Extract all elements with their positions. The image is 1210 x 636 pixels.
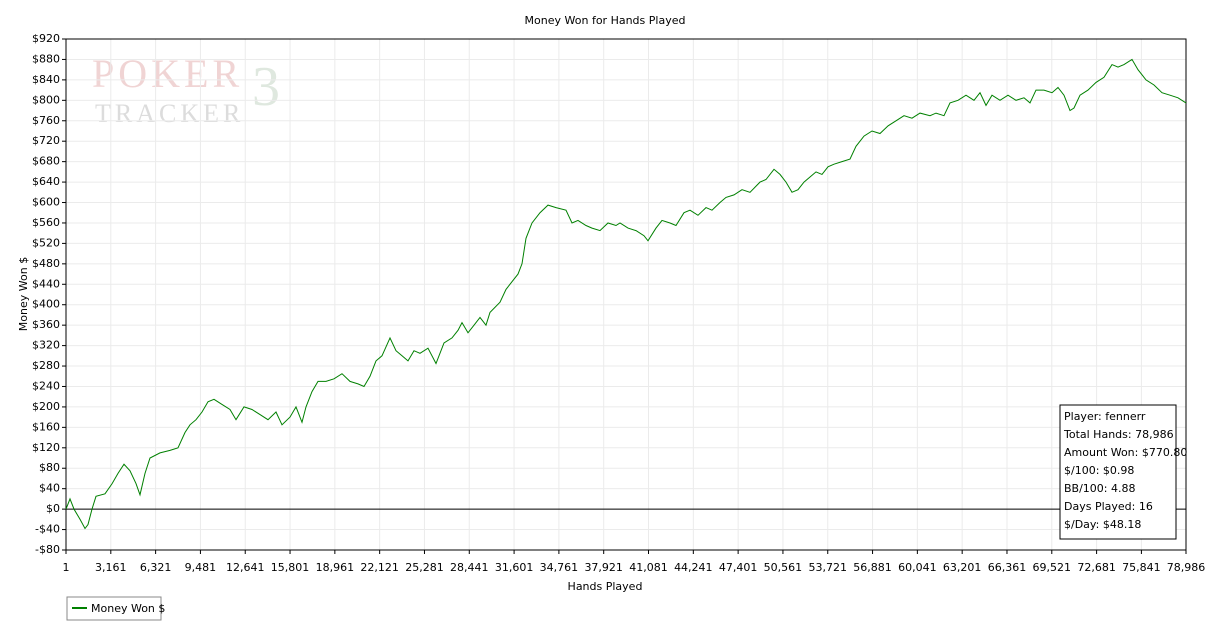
x-tick-label: 12,641 <box>226 561 265 574</box>
stats-box <box>1059 404 1177 540</box>
y-tick-label: $240 <box>32 379 60 392</box>
x-tick-label: 15,801 <box>271 561 310 574</box>
x-tick-label: 37,921 <box>584 561 623 574</box>
y-tick-label: $920 <box>32 32 60 45</box>
y-tick-label: $200 <box>32 400 60 413</box>
x-tick-label: 72,681 <box>1077 561 1116 574</box>
x-tick-label: 18,961 <box>316 561 355 574</box>
y-tick-label: $600 <box>32 196 60 209</box>
y-tick-label: $400 <box>32 298 60 311</box>
stats-text: Player: fennerr <box>1064 410 1146 423</box>
y-tick-label: $80 <box>39 461 60 474</box>
y-tick-label: $800 <box>32 93 60 106</box>
x-tick-label: 25,281 <box>405 561 444 574</box>
x-tick-label: 3,161 <box>95 561 127 574</box>
plot-area <box>66 39 1186 550</box>
y-tick-label: $880 <box>32 52 60 65</box>
x-tick-label: 56,881 <box>853 561 892 574</box>
stats-text: Days Played: 16 <box>1064 500 1153 513</box>
x-tick-label: 63,201 <box>943 561 982 574</box>
y-tick-label: $0 <box>46 502 60 515</box>
x-tick-label: 41,081 <box>629 561 668 574</box>
y-tick-label: $120 <box>32 441 60 454</box>
y-tick-label: -$80 <box>35 543 60 556</box>
x-tick-label: 69,521 <box>1033 561 1072 574</box>
line <box>65 58 1187 530</box>
x-tick-label: 6,321 <box>140 561 172 574</box>
x-tick-label: 22,121 <box>360 561 399 574</box>
y-tick-label: $720 <box>32 134 60 147</box>
x-tick-label: 66,361 <box>988 561 1027 574</box>
watermark: POKER <box>92 51 243 96</box>
legend: Money Won $ <box>66 596 165 621</box>
y-tick-label: $40 <box>39 482 60 495</box>
y-axis-label: Money Won $ <box>17 257 30 331</box>
y-tick-label: $840 <box>32 73 60 86</box>
y-tick-label: $320 <box>32 339 60 352</box>
x-tick-label: 34,761 <box>540 561 579 574</box>
watermark: 3 <box>252 56 284 118</box>
x-tick-label: 9,481 <box>185 561 217 574</box>
y-tick-label: $760 <box>32 114 60 127</box>
x-tick-label: 28,441 <box>450 561 489 574</box>
x-tick-label: 53,721 <box>808 561 847 574</box>
y-tick-label: $440 <box>32 277 60 290</box>
x-tick-label: 44,241 <box>674 561 713 574</box>
legend-label: Money Won $ <box>91 602 165 615</box>
y-tick-label: $280 <box>32 359 60 372</box>
y-tick-label: -$40 <box>35 523 60 536</box>
y-tick-label: $360 <box>32 318 60 331</box>
y-tick-label: $160 <box>32 420 60 433</box>
stats-text: $/Day: $48.18 <box>1064 518 1141 531</box>
y-tick-label: $680 <box>32 155 60 168</box>
y-tick-label: $560 <box>32 216 60 229</box>
x-tick-label: 78,986 <box>1167 561 1206 574</box>
chart-title: Money Won for Hands Played <box>525 14 686 27</box>
x-tick-label: 50,561 <box>764 561 803 574</box>
legend-box <box>66 596 162 621</box>
x-tick-label: 60,041 <box>898 561 937 574</box>
x-tick-label: 31,601 <box>495 561 534 574</box>
x-tick-label: 75,841 <box>1122 561 1161 574</box>
stats-text: Total Hands: 78,986 <box>1063 428 1174 441</box>
y-tick-label: $640 <box>32 175 60 188</box>
x-tick-label: 47,401 <box>719 561 758 574</box>
watermark: TRACKER <box>95 99 244 128</box>
x-tick-label: 1 <box>63 561 70 574</box>
x-axis-label: Hands Played <box>568 580 643 593</box>
y-tick-label: $520 <box>32 236 60 249</box>
plot-border <box>65 38 1187 551</box>
stats-text: $/100: $0.98 <box>1064 464 1134 477</box>
y-tick-label: $480 <box>32 257 60 270</box>
stats-text: BB/100: 4.88 <box>1064 482 1136 495</box>
stats-text: Amount Won: $770.80 <box>1064 446 1187 459</box>
